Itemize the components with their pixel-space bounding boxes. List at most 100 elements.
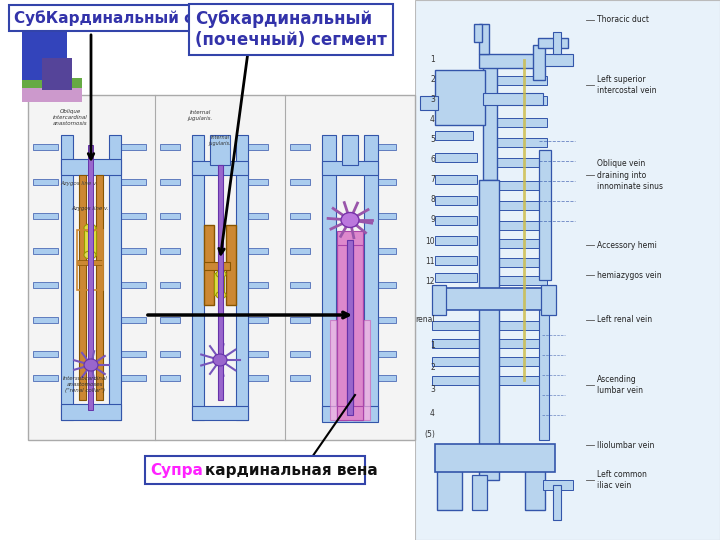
Ellipse shape	[341, 213, 359, 227]
Bar	[474, 24, 482, 42]
Bar	[525, 465, 545, 510]
Bar	[204, 262, 230, 270]
Text: Oblique
intercardinal
anastomosis: Oblique intercardinal anastomosis	[53, 110, 87, 126]
Bar	[0, 0, 415, 540]
Bar	[121, 179, 146, 185]
Bar	[290, 375, 310, 381]
Bar	[337, 231, 363, 245]
Bar	[435, 111, 473, 120]
Bar	[160, 213, 180, 219]
Text: Internal
jugularis.: Internal jugularis.	[209, 135, 231, 146]
Bar	[109, 135, 121, 420]
Bar	[432, 285, 446, 315]
Text: Супра: Супра	[150, 462, 203, 477]
Bar	[435, 71, 473, 80]
Bar	[435, 236, 477, 245]
Bar	[121, 282, 146, 288]
Bar	[121, 351, 146, 357]
Bar	[497, 321, 542, 330]
Bar	[364, 135, 378, 420]
Bar	[22, 78, 82, 90]
Text: 10: 10	[426, 238, 435, 246]
Text: (5): (5)	[424, 430, 435, 440]
Bar	[248, 248, 268, 254]
Bar	[121, 248, 146, 254]
Bar	[290, 248, 310, 254]
Bar	[248, 282, 268, 288]
Bar	[538, 38, 568, 48]
Text: Left common
iliac vein: Left common iliac vein	[597, 470, 647, 490]
Bar	[290, 351, 310, 357]
Bar	[33, 375, 58, 381]
Bar	[497, 96, 547, 105]
Bar	[435, 131, 473, 140]
Bar	[160, 248, 180, 254]
Bar	[533, 45, 545, 80]
Bar	[337, 406, 363, 420]
Bar	[337, 240, 347, 420]
Bar	[435, 288, 555, 310]
Bar	[435, 175, 477, 184]
Bar	[322, 161, 378, 175]
Bar	[432, 376, 482, 385]
Bar	[378, 375, 396, 381]
Bar	[378, 282, 396, 288]
Text: Left renal vein: Left renal vein	[597, 315, 652, 325]
Bar	[539, 150, 551, 280]
Text: Internal
jugularis.: Internal jugularis.	[187, 110, 212, 121]
Bar	[160, 317, 180, 323]
Bar	[121, 375, 146, 381]
Text: 1: 1	[431, 56, 435, 64]
Text: 3: 3	[430, 386, 435, 395]
Text: Accessory hemi: Accessory hemi	[597, 240, 657, 249]
Bar	[248, 351, 268, 357]
Bar	[192, 135, 204, 420]
Bar	[497, 118, 547, 127]
Bar	[33, 144, 58, 150]
Bar	[497, 158, 547, 167]
Bar	[33, 282, 58, 288]
Bar	[290, 213, 310, 219]
Bar	[378, 351, 396, 357]
Bar	[330, 320, 370, 420]
Bar	[479, 54, 539, 68]
Text: 2: 2	[431, 363, 435, 373]
Bar	[33, 179, 58, 185]
Bar	[160, 375, 180, 381]
Bar	[435, 91, 473, 100]
Ellipse shape	[216, 271, 226, 278]
Bar	[192, 406, 248, 420]
Ellipse shape	[84, 251, 96, 259]
Bar	[435, 256, 477, 265]
Bar	[160, 351, 180, 357]
Bar	[378, 179, 396, 185]
Text: Left superior
intercostal vein: Left superior intercostal vein	[597, 75, 657, 95]
Bar	[539, 300, 549, 440]
Bar	[248, 213, 268, 219]
Bar	[290, 317, 310, 323]
Bar	[545, 54, 573, 66]
Bar	[497, 201, 547, 210]
Bar	[77, 230, 103, 290]
Bar	[28, 95, 415, 440]
Bar	[192, 161, 248, 175]
Text: 8: 8	[431, 195, 435, 205]
Bar	[497, 221, 547, 230]
Bar	[553, 485, 561, 520]
Bar	[497, 291, 547, 300]
Bar	[214, 273, 224, 295]
Bar	[218, 165, 223, 400]
Bar	[497, 339, 542, 348]
Bar	[497, 181, 547, 190]
Text: 4: 4	[430, 408, 435, 417]
Bar	[435, 291, 477, 300]
Bar	[483, 60, 497, 180]
Bar	[497, 138, 547, 147]
Bar	[378, 144, 396, 150]
Bar	[415, 0, 720, 540]
Bar	[42, 58, 72, 90]
Ellipse shape	[84, 224, 96, 232]
Bar	[248, 144, 268, 150]
Bar	[497, 357, 542, 366]
Bar	[121, 144, 146, 150]
